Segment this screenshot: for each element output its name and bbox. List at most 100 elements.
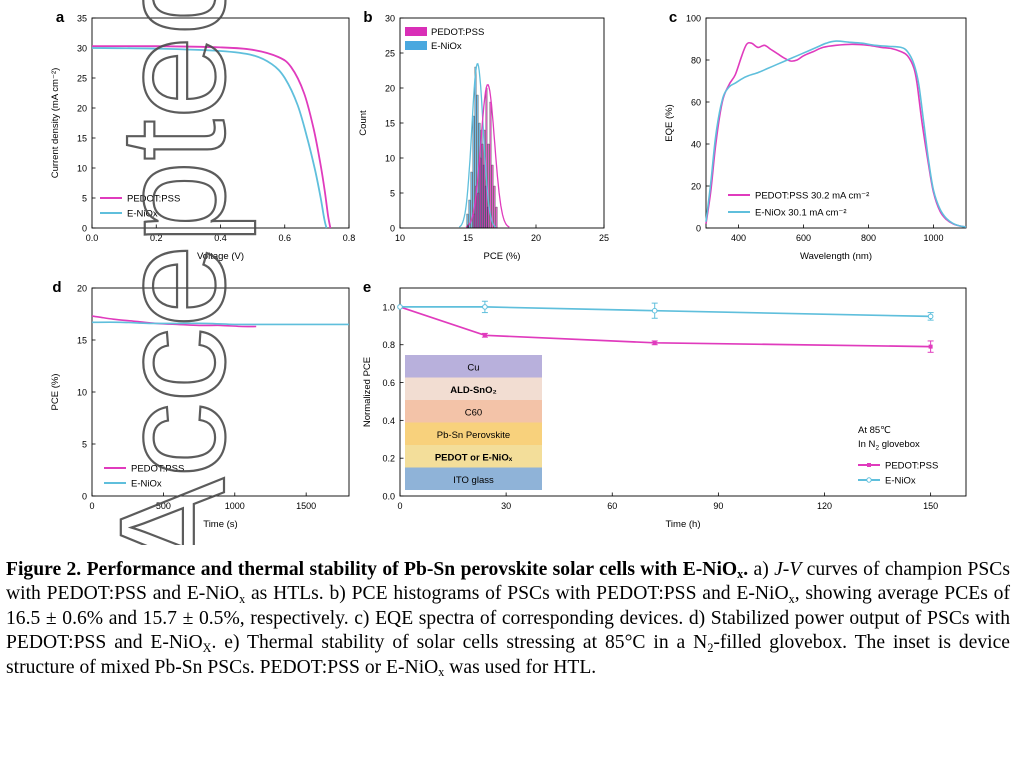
x-tick-label: 500	[156, 501, 171, 511]
x-axis-label: PCE (%)	[484, 251, 521, 262]
x-tick-label: 60	[607, 501, 617, 511]
caption-italic-v: V	[789, 559, 802, 580]
data-marker-pedot	[652, 340, 657, 345]
caption-text: a) J-V curves of champion PSCs with PEDO…	[6, 559, 1010, 678]
inset-layer-label: Pb-Sn Perovskite	[437, 430, 510, 441]
inset-layer	[405, 445, 542, 468]
x-tick-label: 150	[923, 501, 938, 511]
histogram-bar-pedot	[485, 87, 488, 229]
caption-sub: X	[202, 640, 212, 655]
caption-sub: x	[788, 591, 795, 606]
data-marker-pedot	[482, 333, 487, 338]
y-tick-label: 10	[77, 388, 87, 398]
jv-curve-pedot	[91, 45, 332, 229]
x-tick-label: 0.4	[214, 233, 227, 243]
panel-d-spo: 0 500 1000 1500 0 5 10 15 20 Time (s) PCE (%) d PEDO…	[50, 279, 350, 530]
legend-enio-marker	[866, 477, 872, 483]
plot-frame	[399, 287, 967, 497]
x-tick-label: 120	[817, 501, 832, 511]
y-tick-label: 1.0	[382, 302, 395, 312]
annotation-glovebox: In N2 glovebox	[858, 439, 920, 452]
histogram-bar-pedot	[493, 185, 496, 229]
inset-layer-label: ALD-SnO₂	[450, 385, 496, 396]
x-axis-label: Time (s)	[203, 519, 237, 530]
legend-enio-label: E-NiOx 30.1 mA cm⁻²	[755, 208, 847, 219]
watermark-accepted: Accepted	[88, 0, 256, 545]
y-tick-label: 20	[77, 284, 87, 294]
y-axis-label: Count	[358, 110, 369, 136]
caption-part: was used for HTL.	[444, 656, 597, 678]
y-tick-label: 15	[77, 134, 87, 144]
x-tick-label: 90	[713, 501, 723, 511]
y-tick-label: 15	[77, 336, 87, 346]
x-tick-label: 30	[501, 501, 511, 511]
histogram-bar-pedot	[491, 164, 494, 229]
y-tick-label: 0	[82, 224, 87, 234]
y-tick-label: 0.2	[382, 454, 395, 464]
x-tick-label: 25	[599, 233, 609, 243]
caption-sub: 2	[707, 640, 714, 655]
legend-pedot-label: PEDOT:PSS	[431, 27, 484, 38]
y-tick-label: 100	[686, 14, 701, 24]
histogram-bar-pedot	[495, 206, 498, 229]
histogram-bar-pedot	[473, 213, 476, 229]
spo-curve-enio	[91, 321, 349, 326]
y-tick-label: 40	[691, 140, 701, 150]
x-tick-label: 400	[731, 233, 746, 243]
caption-title: Performance and thermal stability of Pb-…	[87, 559, 749, 580]
legend-pedot-swatch	[405, 27, 427, 36]
gaussian-fit-pedot	[465, 83, 510, 228]
histogram-bar-pedot	[477, 192, 480, 229]
y-tick-label: 25	[77, 74, 87, 84]
legend-pedot-label: PEDOT:PSS	[131, 464, 184, 475]
x-axis-label: Time (h)	[665, 519, 700, 530]
annotation-sub: 2	[875, 445, 879, 452]
caption-part: as HTLs. b) PCE histograms of PSCs with …	[245, 583, 789, 605]
caption-part: -	[782, 559, 790, 580]
data-marker-enio	[397, 304, 403, 310]
y-tick-label: 80	[691, 56, 701, 66]
panel-e-thermal: 0 30 60 90 120 150 0.0 0.2 0.4 0.6 0.8 1.0 Time (h) N…	[362, 279, 967, 530]
data-marker-pedot	[928, 344, 933, 349]
y-axis-label: PCE (%)	[50, 374, 61, 411]
annotation-temperature: At 85℃	[858, 425, 891, 436]
y-tick-label: 10	[385, 154, 395, 164]
caption-part: , showing average PCEs of 16.5 ± 0.6% an…	[6, 583, 1010, 654]
x-tick-label: 0.6	[278, 233, 291, 243]
y-tick-label: 5	[390, 189, 395, 199]
panel-letter: e	[363, 279, 371, 296]
y-tick-label: 20	[77, 104, 87, 114]
y-tick-label: 25	[385, 49, 395, 59]
legend-enio-label: E-NiOx	[431, 41, 462, 52]
x-tick-label: 600	[796, 233, 811, 243]
data-marker-enio	[482, 304, 488, 310]
inset-layer	[405, 467, 542, 490]
panel-letter: b	[363, 9, 372, 26]
legend-pedot-marker	[867, 463, 871, 467]
x-tick-label: 0	[89, 501, 94, 511]
caption-part: curves of champion PSCs with PEDOT:PSS a…	[6, 559, 1010, 605]
annotation-part: In N	[858, 439, 876, 450]
legend-enio-label: E-NiOx	[131, 479, 162, 490]
plot-background	[400, 18, 604, 228]
x-tick-label: 0.2	[150, 233, 163, 243]
x-tick-label: 1500	[296, 501, 316, 511]
panel-letter: a	[56, 9, 65, 26]
y-axis-label: Current density (mA cm⁻²)	[50, 68, 61, 179]
x-axis-label: Voltage (V)	[197, 251, 244, 262]
y-tick-label: 60	[691, 98, 701, 108]
caption-title-end: .	[743, 559, 749, 580]
y-tick-label: 10	[77, 164, 87, 174]
y-tick-label: 30	[77, 44, 87, 54]
y-tick-label: 0	[390, 224, 395, 234]
inset-layer	[405, 377, 542, 400]
annotation-part: glovebox	[879, 439, 920, 450]
data-marker-enio	[651, 307, 658, 314]
legend-pedot-label: PEDOT:PSS 30.2 mA cm⁻²	[755, 191, 869, 202]
inset-layer-label: ITO glass	[453, 475, 494, 486]
y-axis-label: EQE (%)	[664, 104, 675, 141]
plot-frame	[705, 17, 967, 229]
x-tick-label: 0	[397, 501, 402, 511]
histogram-bar-pedot	[479, 157, 482, 229]
